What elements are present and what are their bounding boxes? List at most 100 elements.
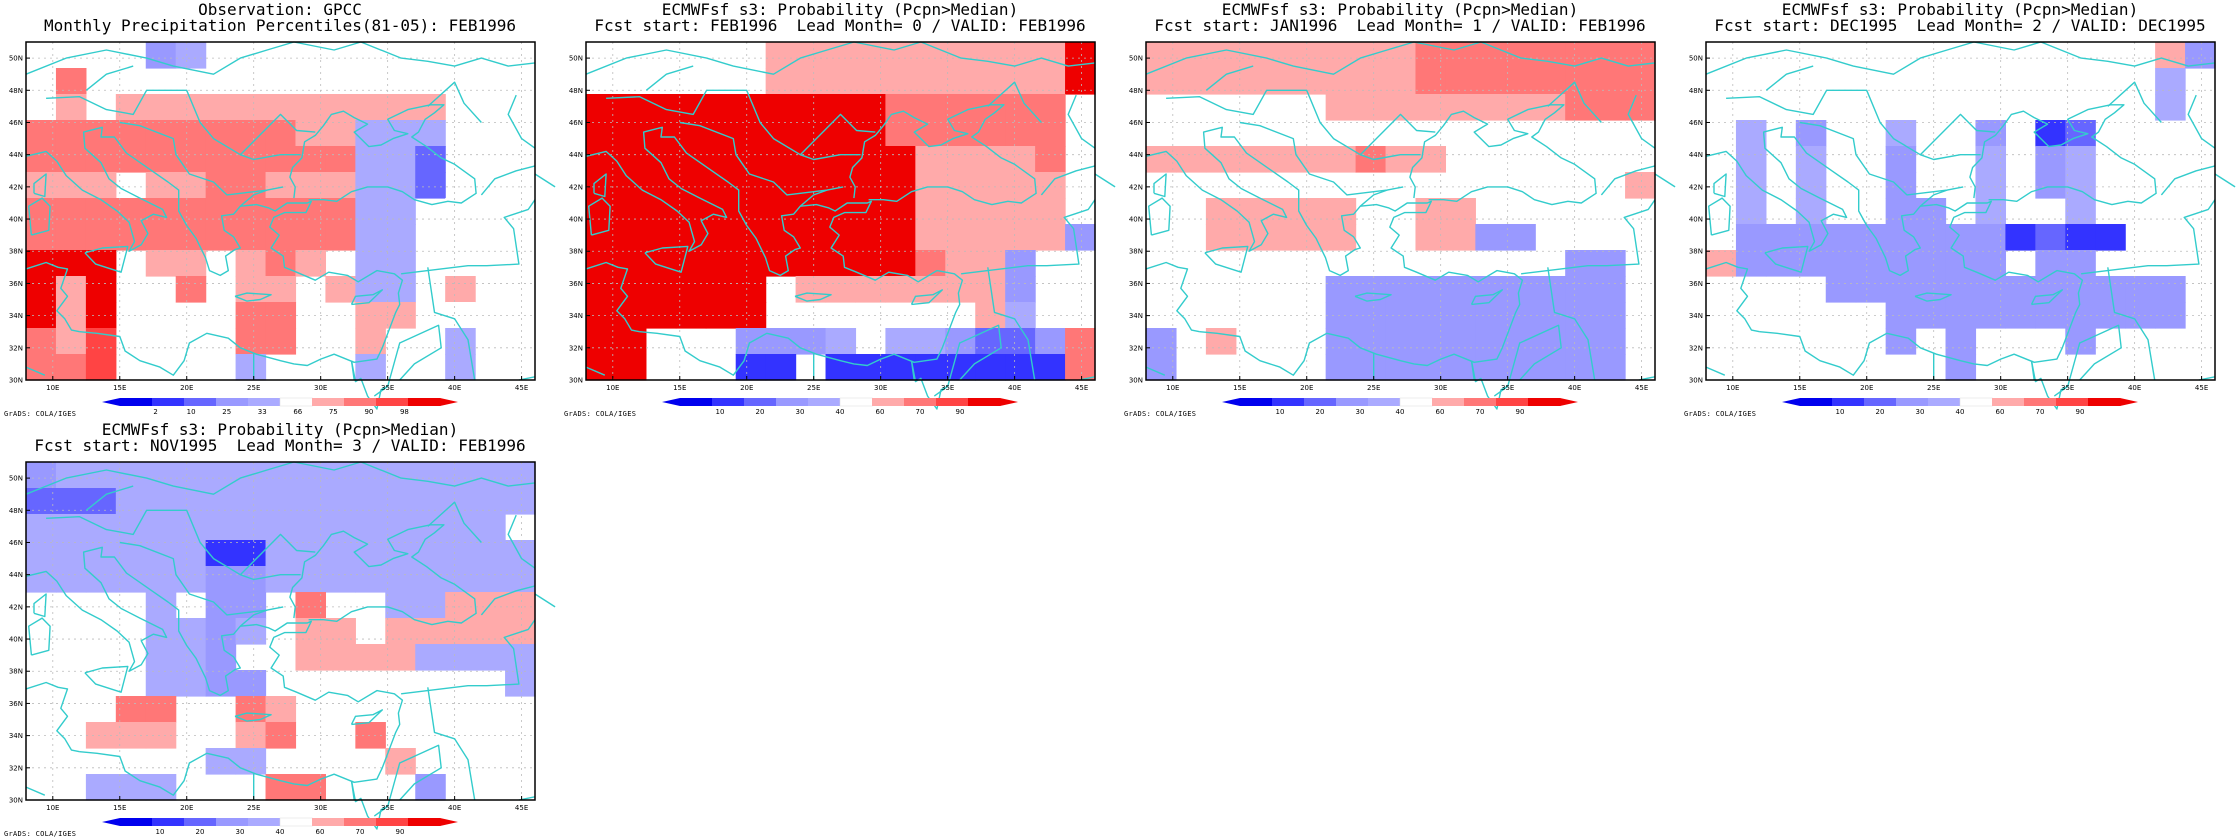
grid-cell <box>26 250 57 277</box>
legend-swatch <box>1528 398 1561 406</box>
coastline <box>2187 94 2216 149</box>
legend-label: 70 <box>2036 408 2045 416</box>
grid-cell <box>1735 172 1767 199</box>
grid-cell <box>1595 328 1626 355</box>
x-tick-label: 15E <box>673 384 686 392</box>
grid-cell <box>765 198 797 225</box>
grid-cell <box>765 224 797 251</box>
grid-cell <box>945 198 976 225</box>
y-tick-label: 32N <box>9 344 23 352</box>
grid-cell <box>325 198 356 225</box>
grid-cell <box>795 172 827 199</box>
coastline <box>373 324 442 397</box>
grid-cell <box>825 172 857 199</box>
grid-cell <box>1765 224 1797 251</box>
x-tick-label: 15E <box>113 384 126 392</box>
grid-cell <box>1355 328 1387 355</box>
grid-cell <box>615 276 647 303</box>
y-tick-label: 32N <box>1129 344 1143 352</box>
coastline <box>1627 94 1656 149</box>
y-tick-label: 42N <box>1129 183 1143 191</box>
grid-cell <box>615 354 647 381</box>
grads-credit: GrADS: COLA/IGES <box>4 830 77 838</box>
coastline <box>239 533 316 576</box>
x-tick-label: 10E <box>1726 384 1739 392</box>
legend-label: 40 <box>276 828 285 836</box>
grid-cell <box>1885 120 1917 147</box>
grid-cell <box>295 94 327 121</box>
panel-title: ECMWFsf s3: Probability (Pcpn>Median) <box>101 420 459 439</box>
y-tick-label: 44N <box>9 571 23 579</box>
coastline <box>1600 165 1656 196</box>
grid-cell <box>1945 328 1977 355</box>
grid-cell <box>1855 224 1887 251</box>
coastline <box>1493 324 1562 397</box>
grid-cell <box>355 120 386 147</box>
x-tick-label: 15E <box>1793 384 1806 392</box>
grid-cell <box>735 94 767 121</box>
grid-cell <box>735 198 767 225</box>
grid-cell <box>855 224 887 251</box>
grid-cell <box>1325 94 1357 121</box>
grid-cell <box>85 566 117 593</box>
legend-label: 90 <box>956 408 965 416</box>
legend-label: 40 <box>1396 408 1405 416</box>
grid-cell <box>615 198 647 225</box>
legend-swatch <box>1992 398 2025 406</box>
grid-cell <box>1885 276 1917 303</box>
legend-swatch <box>2056 398 2089 406</box>
grid-cell <box>586 146 617 173</box>
grid-cell <box>1265 224 1297 251</box>
grid-cell <box>55 514 87 541</box>
legend-swatch <box>120 818 153 826</box>
grid-cell <box>355 172 386 199</box>
y-tick-label: 46N <box>1129 119 1143 127</box>
grid-cell <box>1505 276 1536 303</box>
grid-cell <box>325 42 356 69</box>
grid-cell <box>325 618 356 645</box>
legend-swatch <box>312 398 345 406</box>
grid-cell <box>915 120 946 147</box>
panel-subtitle: Fcst start: FEB1996 Lead Month= 0 / VALI… <box>594 16 1086 35</box>
y-tick-label: 50N <box>1129 55 1143 63</box>
grid-cell <box>85 146 117 173</box>
grid-cell <box>1035 354 1066 381</box>
legend-label: 60 <box>876 408 885 416</box>
coastline <box>119 121 284 196</box>
grid-cell <box>1146 354 1177 381</box>
legend-swatch <box>376 398 409 406</box>
grid-cell <box>355 514 386 541</box>
x-tick-label: 10E <box>1166 384 1179 392</box>
legend-label: 70 <box>1476 408 1485 416</box>
grid-cell <box>765 94 797 121</box>
legend-label: 90 <box>1516 408 1525 416</box>
panel-subtitle: Monthly Precipitation Percentiles(81-05)… <box>43 16 516 35</box>
coastline <box>25 261 80 333</box>
grid-cell <box>115 566 147 593</box>
grid-cell <box>145 618 177 645</box>
legend-swatch <box>1464 398 1497 406</box>
grid-cell <box>235 514 267 541</box>
grid-cell <box>615 250 647 277</box>
grid-cell <box>175 462 207 489</box>
grid-cell <box>1565 276 1596 303</box>
legend-swatch <box>1336 398 1369 406</box>
grid-cell <box>385 172 416 199</box>
grid-cell <box>1735 146 1767 173</box>
grid-cell <box>1035 198 1066 225</box>
data-cells <box>1146 42 1656 381</box>
grid-cell <box>945 224 976 251</box>
grid-cell <box>265 328 297 355</box>
coastline <box>2030 360 2069 410</box>
y-tick-label: 34N <box>9 312 23 320</box>
grid-cell <box>475 540 506 567</box>
grid-cell <box>205 566 237 593</box>
grid-cell <box>325 566 356 593</box>
coastline <box>1094 173 1116 188</box>
grid-cell <box>1535 328 1566 355</box>
grid-cell <box>26 354 57 381</box>
grid-cell <box>855 120 887 147</box>
grid-cell <box>1505 42 1536 69</box>
x-tick-label: 35E <box>941 384 954 392</box>
grid-cell <box>945 276 976 303</box>
